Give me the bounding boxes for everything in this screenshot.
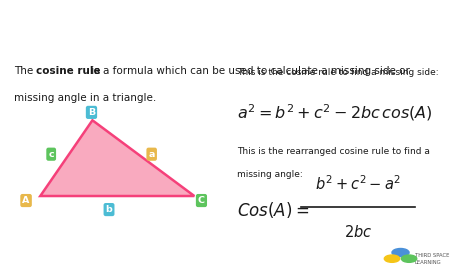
Text: $2bc$: $2bc$ xyxy=(344,224,372,240)
Text: $b^2 + c^2 - a^2$: $b^2 + c^2 - a^2$ xyxy=(315,174,401,193)
Circle shape xyxy=(401,255,417,262)
Text: A: A xyxy=(22,196,30,205)
Text: Cosine Rule: Cosine Rule xyxy=(12,16,150,36)
Circle shape xyxy=(384,255,400,262)
Text: B: B xyxy=(88,108,95,117)
Text: THIRD SPACE
LEARNING: THIRD SPACE LEARNING xyxy=(415,253,449,264)
Text: cosine rule: cosine rule xyxy=(36,66,100,76)
Text: c: c xyxy=(48,150,54,159)
Polygon shape xyxy=(40,120,194,196)
Text: $Cos(A) = $: $Cos(A) = $ xyxy=(237,199,309,219)
Text: The: The xyxy=(14,66,36,76)
Text: C: C xyxy=(198,196,205,205)
Text: a: a xyxy=(148,150,155,159)
Text: missing angle in a triangle.: missing angle in a triangle. xyxy=(14,93,156,103)
Text: missing angle:: missing angle: xyxy=(237,170,303,179)
Text: $a^2 = b^2 + c^2 - 2bc\,cos(A)$: $a^2 = b^2 + c^2 - 2bc\,cos(A)$ xyxy=(237,102,433,123)
Text: is a formula which can be used to calculate a missing side or: is a formula which can be used to calcul… xyxy=(88,66,410,76)
Text: b: b xyxy=(106,205,112,214)
Text: This is the rearranged cosine rule to find a: This is the rearranged cosine rule to fi… xyxy=(237,147,430,156)
Circle shape xyxy=(392,249,409,257)
Text: This is the cosine rule to find a missing side:: This is the cosine rule to find a missin… xyxy=(237,68,438,77)
